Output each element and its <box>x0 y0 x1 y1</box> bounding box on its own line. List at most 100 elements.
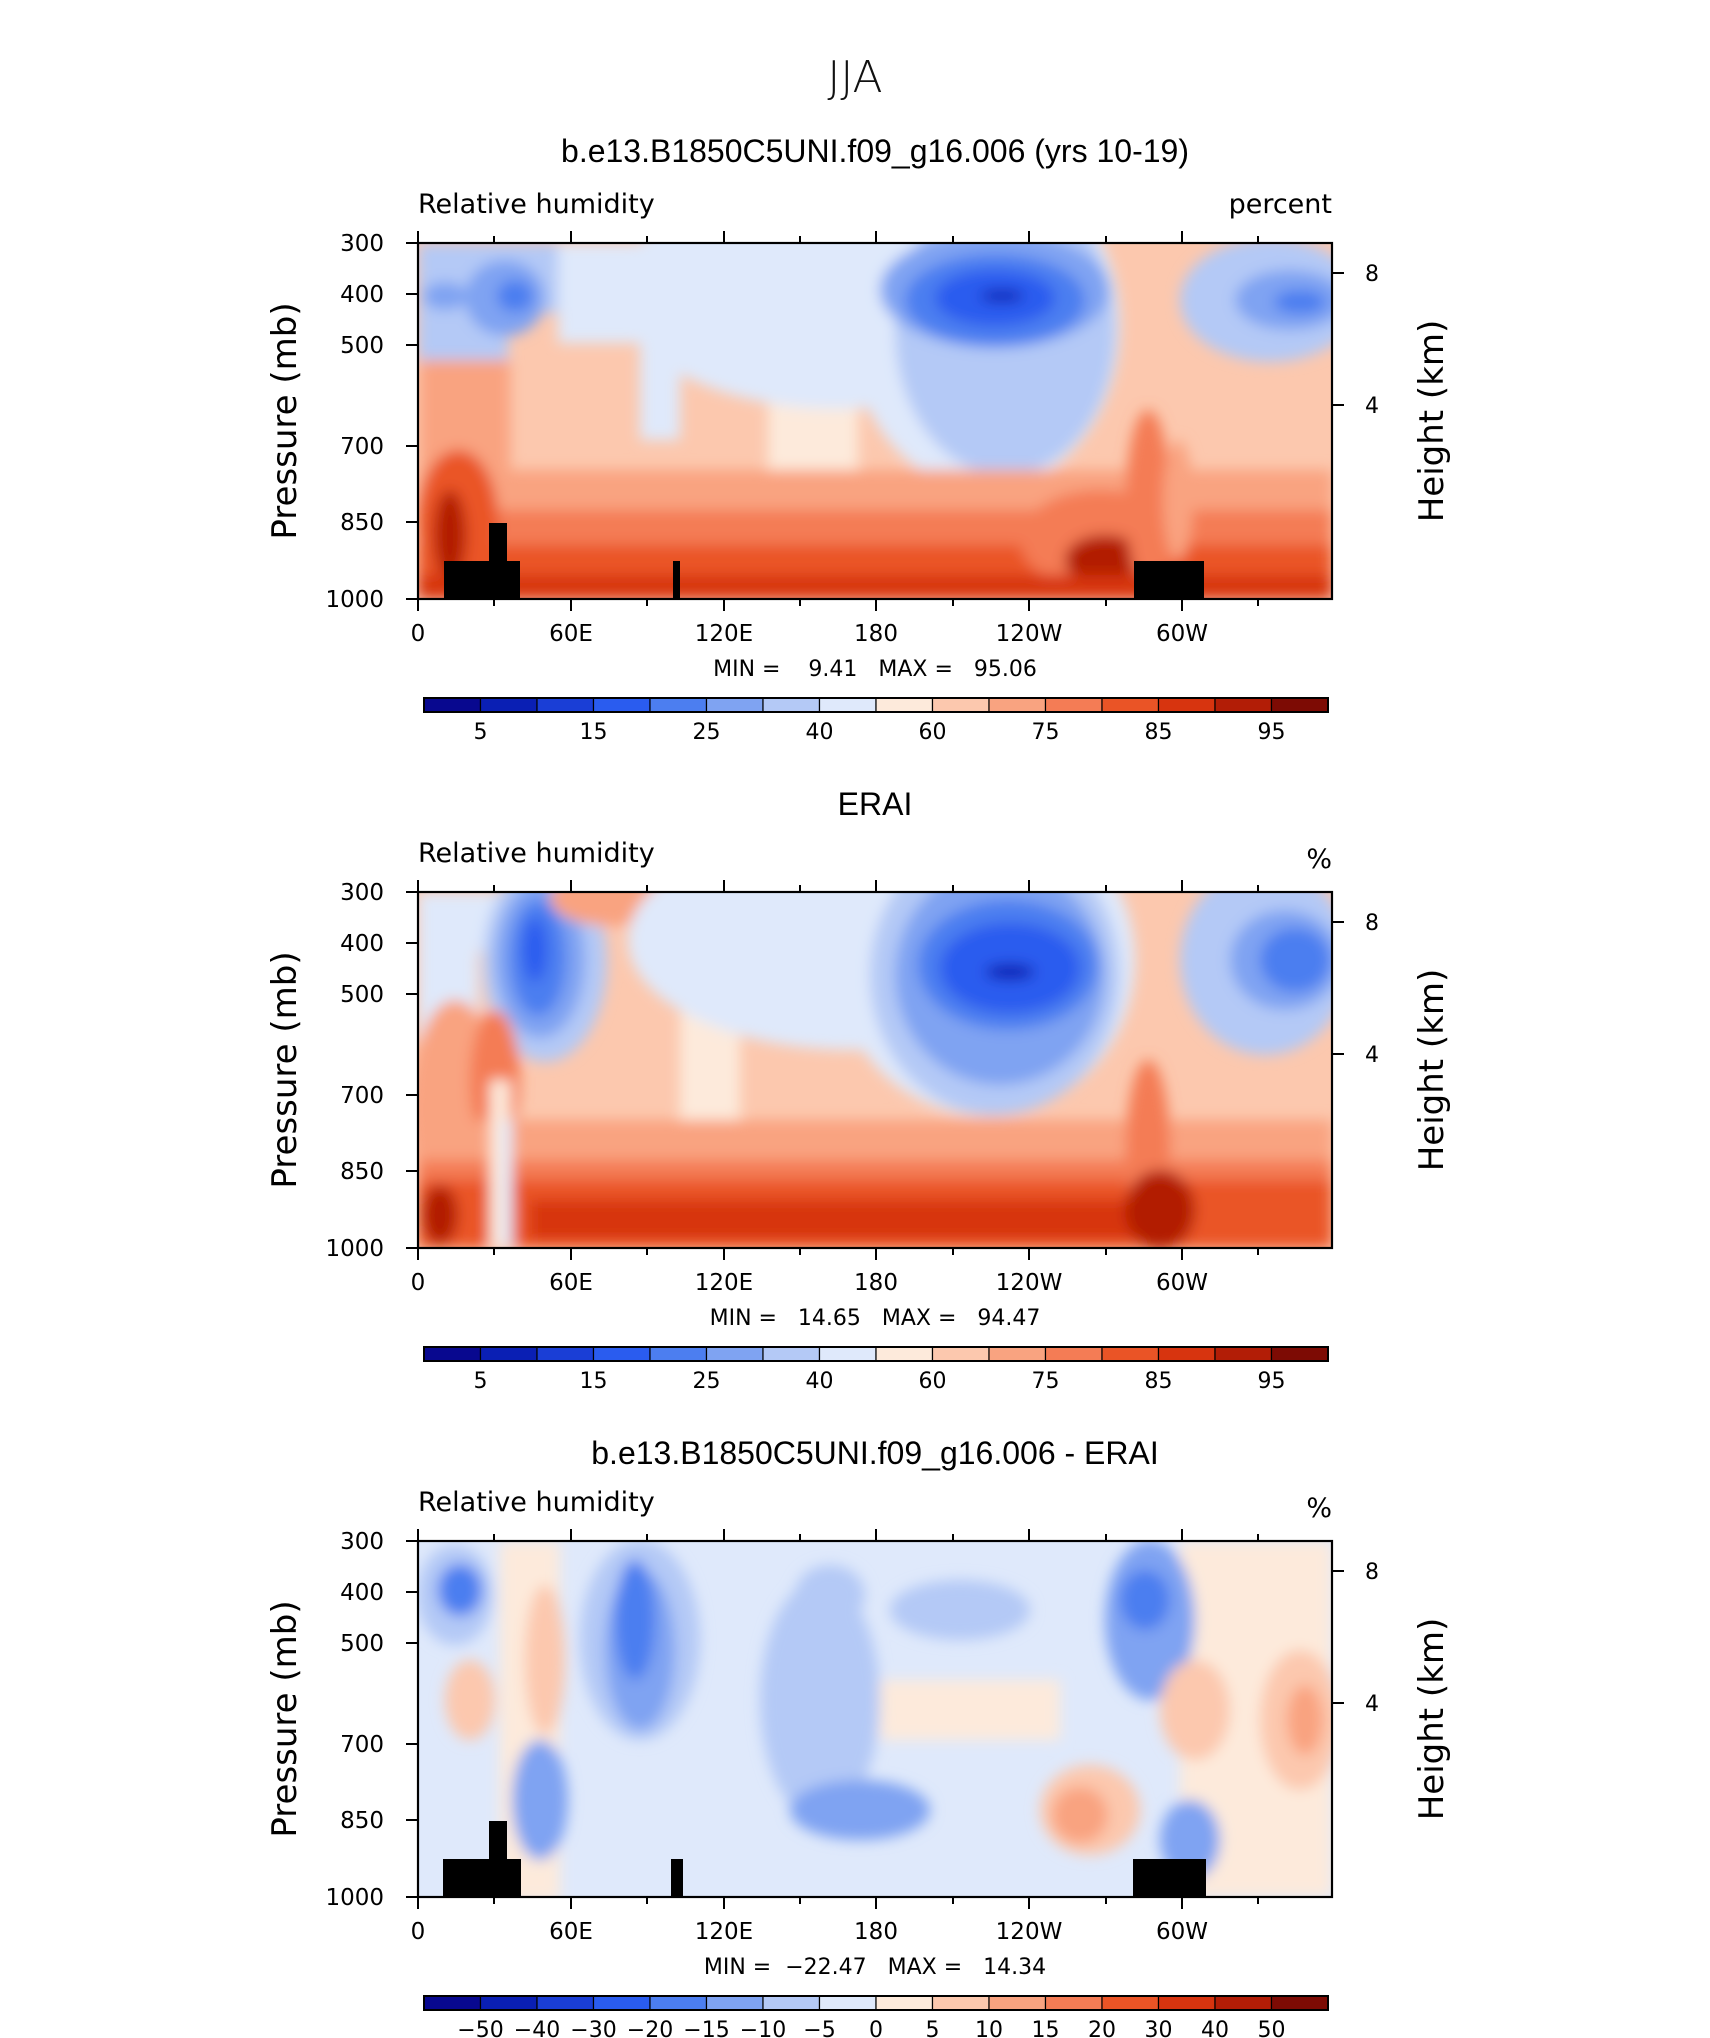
colorbar-outline <box>423 1346 1329 1362</box>
colorbar-label: 75 <box>1032 1369 1060 1394</box>
colorbar-box <box>649 1995 708 2011</box>
colorbar-box <box>536 697 595 713</box>
y-tick-label: 300 <box>340 231 384 257</box>
colorbar: −50 −40 −30 −20 −15 −10 −5 0 5 10 15 20 30 40 50 <box>423 1995 1329 2038</box>
x-tick-label: 120W <box>996 621 1063 647</box>
right-label: percent <box>1229 189 1332 220</box>
colorbar-box <box>1101 697 1160 713</box>
y-tick-label: 500 <box>340 1631 384 1657</box>
colorbar-label: −50 <box>457 2018 503 2038</box>
panel-erai: ERAI Relative humidity % <box>265 786 1452 1394</box>
y-axis-label: Pressure (mb) <box>265 951 305 1188</box>
colorbar-label: 60 <box>919 1369 947 1394</box>
y-tick-label: 700 <box>340 1732 384 1758</box>
colorbar-label: 75 <box>1032 720 1060 745</box>
colorbar-box <box>592 697 651 713</box>
colorbar-box <box>479 697 538 713</box>
colorbar-box <box>988 1346 1047 1362</box>
colorbar-box <box>762 697 821 713</box>
stats-text: MIN = 14.65 MAX = 94.47 <box>710 1306 1041 1331</box>
x-tick-label: 180 <box>854 1270 898 1296</box>
colorbar-box <box>1270 1995 1329 2011</box>
colorbar-box <box>875 1995 934 2011</box>
colorbar-box <box>592 1995 651 2011</box>
colorbar-label: 5 <box>474 720 488 745</box>
colorbar-label: 50 <box>1258 2018 1286 2038</box>
colorbar-label: 15 <box>580 720 608 745</box>
colorbar-box <box>1214 1995 1273 2011</box>
right-label: % <box>1306 1493 1332 1524</box>
colorbar-label: 25 <box>693 720 721 745</box>
colorbar-box <box>875 1346 934 1362</box>
y-tick-label: 1000 <box>325 587 384 613</box>
colorbar-label: −15 <box>683 2018 729 2038</box>
colorbar-label: 15 <box>580 1369 608 1394</box>
colorbar-box <box>1101 1995 1160 2011</box>
colorbar-box <box>762 1995 821 2011</box>
y-tick-label: 500 <box>340 333 384 359</box>
x-tick-label: 60W <box>1156 1270 1208 1296</box>
colorbar-box <box>988 1995 1047 2011</box>
colorbar-label: 60 <box>919 720 947 745</box>
y-right-tick-label: 8 <box>1365 262 1379 287</box>
x-tick-label: 60W <box>1156 1919 1208 1945</box>
contour-field <box>418 1541 1332 1897</box>
x-tick-label: 120W <box>996 1919 1063 1945</box>
y-axis-label: Pressure (mb) <box>265 1600 305 1837</box>
axis-ticks: 0 60E 120E 180 120W 60W 300 400 500 700 850 1000 8 4 <box>325 231 1379 647</box>
colorbar-box <box>818 1995 877 2011</box>
colorbar-label: −40 <box>514 2018 560 2038</box>
panel-model: b.e13.B1850C5UNI.f09_g16.006 (yrs 10-19)… <box>265 133 1452 745</box>
colorbar-box <box>479 1346 538 1362</box>
y-tick-label: 400 <box>340 282 384 308</box>
left-label: Relative humidity <box>418 1487 655 1518</box>
x-tick-label: 120E <box>695 1270 753 1296</box>
figure-title: JJA <box>827 52 882 103</box>
x-tick-label: 60E <box>549 621 593 647</box>
right-label: % <box>1306 844 1332 875</box>
y-right-tick-label: 4 <box>1365 1692 1379 1717</box>
colorbar-box <box>649 697 708 713</box>
colorbar-label: 25 <box>693 1369 721 1394</box>
colorbar-box <box>1214 697 1273 713</box>
left-label: Relative humidity <box>418 189 655 220</box>
colorbar-box <box>1214 1346 1273 1362</box>
y-tick-label: 700 <box>340 1083 384 1109</box>
colorbar-label: 15 <box>1032 2018 1060 2038</box>
colorbar: 5 15 25 40 60 75 85 95 <box>423 1346 1329 1394</box>
colorbar-box <box>931 1346 990 1362</box>
colorbar-label: 10 <box>975 2018 1003 2038</box>
x-tick-label: 0 <box>411 1919 426 1945</box>
y-tick-label: 850 <box>340 1159 384 1185</box>
colorbar-label: 30 <box>1145 2018 1173 2038</box>
panel-title: b.e13.B1850C5UNI.f09_g16.006 (yrs 10-19) <box>561 133 1189 169</box>
x-tick-label: 120E <box>695 1919 753 1945</box>
y-tick-label: 300 <box>340 1529 384 1555</box>
colorbar-box <box>818 697 877 713</box>
contour-field <box>418 892 1332 1248</box>
x-tick-label: 60E <box>549 1919 593 1945</box>
x-tick-label: 180 <box>854 1919 898 1945</box>
colorbar-box <box>818 1346 877 1362</box>
axis-ticks: 0 60E 120E 180 120W 60W 300 400 500 700 850 1000 8 4 <box>325 1529 1379 1945</box>
x-tick-label: 60W <box>1156 621 1208 647</box>
colorbar-box <box>423 1995 482 2011</box>
colorbar-label: 40 <box>1201 2018 1229 2038</box>
x-tick-label: 180 <box>854 621 898 647</box>
colorbar-label: 20 <box>1088 2018 1116 2038</box>
colorbar-label: 85 <box>1145 1369 1173 1394</box>
colorbar-label: −20 <box>627 2018 673 2038</box>
y-tick-label: 400 <box>340 1580 384 1606</box>
y-tick-label: 1000 <box>325 1236 384 1262</box>
panel-title: ERAI <box>838 786 913 822</box>
colorbar: 5 15 25 40 60 75 85 95 <box>423 697 1329 745</box>
x-tick-label: 120W <box>996 1270 1063 1296</box>
colorbar-box <box>423 697 482 713</box>
y-axis-right-label: Height (km) <box>1412 320 1452 523</box>
panel-difference: b.e13.B1850C5UNI.f09_g16.006 - ERAI Rela… <box>265 1435 1452 2038</box>
colorbar-box <box>705 1995 764 2011</box>
contour-field <box>418 243 1332 599</box>
y-tick-label: 850 <box>340 1808 384 1834</box>
colorbar-box <box>1270 697 1329 713</box>
